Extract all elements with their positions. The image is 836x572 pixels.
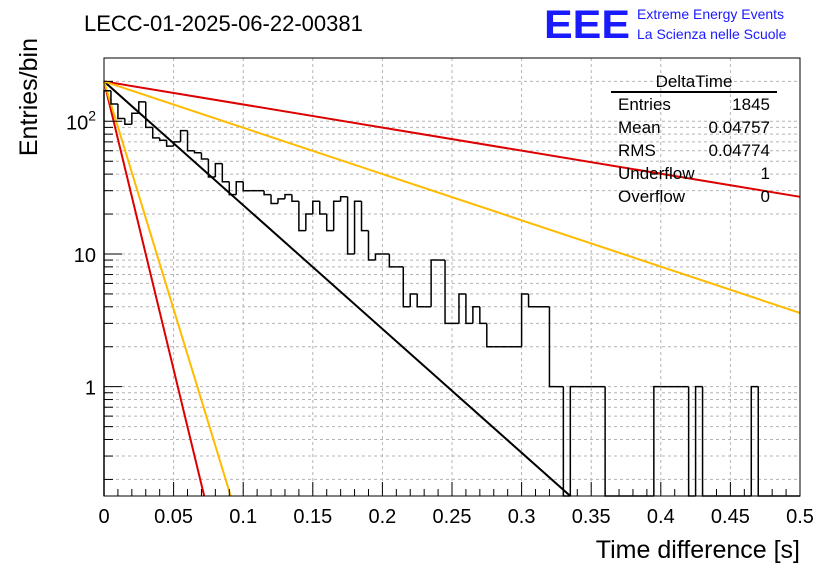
x-tick-label: 0.4 xyxy=(647,506,675,528)
histogram-bin xyxy=(430,259,439,307)
run-title: LECC-01-2025-06-22-00381 xyxy=(84,11,363,36)
histogram-bin xyxy=(235,181,244,195)
histogram-bin xyxy=(298,201,306,232)
histogram-bin xyxy=(319,201,327,215)
x-tick-label: 0.45 xyxy=(711,506,750,528)
histogram-bin xyxy=(388,253,397,268)
histogram-bin xyxy=(179,129,188,142)
histogram-bin xyxy=(750,385,759,496)
x-tick-label: 0.05 xyxy=(154,506,193,528)
histogram-bin xyxy=(360,201,369,232)
fit-curve xyxy=(103,80,571,497)
histogram-bin xyxy=(158,137,167,141)
histogram-bin xyxy=(165,140,174,147)
fit-curve xyxy=(103,81,206,497)
fit-curve xyxy=(103,81,232,497)
x-tick-label: 0.1 xyxy=(229,506,257,528)
histogram-bin xyxy=(221,163,230,183)
fit-curve xyxy=(103,80,801,198)
stats-label: Overflow xyxy=(618,187,686,206)
histogram-bin xyxy=(263,190,272,196)
histogram-bin xyxy=(332,200,341,231)
x-tick-label: 0.5 xyxy=(786,506,814,528)
stats-title: DeltaTime xyxy=(656,72,733,91)
fit-curves xyxy=(103,80,801,497)
x-tick-label: 0.35 xyxy=(572,506,611,528)
stats-box: DeltaTime Entries 1845 Mean 0.04757 RMS 0.047… xyxy=(611,72,777,206)
histogram-bin xyxy=(284,193,292,199)
histogram-bin xyxy=(131,112,139,125)
histogram-bin xyxy=(374,253,383,261)
histogram-bin xyxy=(416,293,425,308)
x-tick-label: 0.25 xyxy=(433,506,472,528)
stats-label: Underflow xyxy=(618,164,695,183)
histogram-bin xyxy=(151,127,160,139)
stats-value: 0.04757 xyxy=(709,118,770,137)
histogram-bin xyxy=(479,306,487,325)
histogram-bin xyxy=(325,214,334,232)
histogram-bin xyxy=(312,200,320,215)
histogram-bin xyxy=(548,306,557,388)
histogram-bin xyxy=(124,118,132,126)
histogram-bin xyxy=(367,230,376,261)
histogram-bin xyxy=(242,181,251,192)
y-tick-label: 10 xyxy=(74,245,96,267)
histogram-bin xyxy=(458,293,466,324)
stats-value: 1845 xyxy=(732,95,770,114)
stats-label: Mean xyxy=(618,118,661,137)
histogram-bin xyxy=(653,385,661,496)
histogram-bin xyxy=(465,293,473,325)
histogram-bin xyxy=(270,194,278,205)
histogram-bin xyxy=(207,158,216,178)
histogram-bin xyxy=(444,260,452,325)
x-tick-label: 0 xyxy=(98,506,109,528)
y-axis-title: Entries/bin xyxy=(15,38,43,156)
histogram-bin xyxy=(486,323,494,348)
x-tick-label: 0.3 xyxy=(508,506,536,528)
x-axis-title: Time difference [s] xyxy=(596,536,800,564)
brand-line-2: La Scienza nelle Scuole xyxy=(637,26,787,42)
brand-line-1: Extreme Energy Events xyxy=(637,6,784,22)
stats-label: Entries xyxy=(618,95,671,114)
histogram-bin xyxy=(527,293,536,308)
histogram-bin xyxy=(346,196,355,255)
stats-label: RMS xyxy=(618,141,656,160)
histogram-bin xyxy=(145,101,153,129)
histogram-bin xyxy=(172,141,181,147)
histogram-bin xyxy=(277,198,285,204)
histogram-bin xyxy=(569,385,578,496)
x-tick-label: 0.2 xyxy=(368,506,396,528)
histogram-bin xyxy=(117,104,125,120)
brand-logo: EEE xyxy=(544,3,630,47)
histogram-bin xyxy=(402,266,411,308)
fit-curve xyxy=(103,80,801,314)
histogram-bin xyxy=(228,181,237,196)
histogram-bin xyxy=(694,385,703,496)
histogram-bin xyxy=(353,200,362,254)
histogram-bin xyxy=(110,90,118,105)
stats-value: 0 xyxy=(761,187,770,206)
histogram-bin xyxy=(339,196,348,202)
x-tick-label: 0.15 xyxy=(293,506,332,528)
histogram-bin xyxy=(193,150,202,154)
histogram-bin xyxy=(305,213,313,231)
histogram-bin xyxy=(186,130,195,152)
histogram-bin xyxy=(138,101,146,114)
y-tick-label: 1 xyxy=(85,378,96,400)
histogram-bin xyxy=(214,162,223,178)
stats-value: 1 xyxy=(761,164,770,183)
histogram-bin xyxy=(472,306,480,324)
histogram-bin xyxy=(200,152,209,160)
stats-value: 0.04774 xyxy=(709,141,770,160)
histogram-bin xyxy=(409,293,418,307)
grid xyxy=(104,57,800,496)
histogram-bin xyxy=(291,194,299,202)
histogram-bin xyxy=(520,293,529,347)
